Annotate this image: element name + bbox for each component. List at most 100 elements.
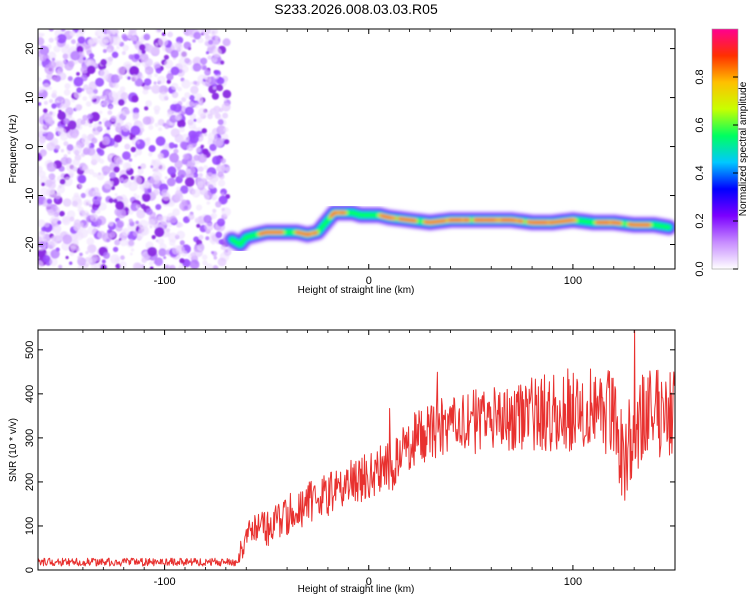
noise-speckle — [139, 127, 145, 133]
noise-speckle — [218, 179, 226, 187]
noise-speckle — [152, 168, 156, 172]
noise-speckle — [85, 251, 89, 255]
noise-speckle — [208, 29, 218, 36]
noise-speckle — [205, 236, 210, 241]
noise-speckle — [108, 91, 118, 101]
noise-speckle — [198, 173, 203, 178]
noise-speckle — [91, 153, 101, 163]
noise-speckle — [157, 118, 165, 126]
y-tick-label: 0 — [24, 144, 36, 150]
noise-speckle — [60, 149, 65, 153]
noise-speckle — [207, 43, 218, 54]
noise-speckle — [125, 163, 131, 169]
noise-speckle — [73, 60, 78, 65]
noise-speckle — [220, 244, 226, 250]
noise-speckle — [169, 264, 176, 269]
noise-speckle — [155, 204, 162, 210]
noise-speckle — [155, 29, 162, 34]
noise-speckle — [216, 218, 226, 227]
noise-speckle — [217, 119, 224, 126]
noise-speckle — [110, 254, 120, 264]
noise-speckle — [119, 261, 127, 269]
noise-speckle — [113, 198, 118, 203]
noise-speckle — [103, 95, 108, 100]
noise-speckle — [88, 92, 97, 100]
noise-speckle — [170, 49, 179, 58]
ridge-peak-core — [526, 220, 550, 224]
noise-speckle — [141, 193, 151, 202]
noise-speckle — [184, 57, 191, 64]
noise-speckle — [201, 29, 211, 36]
noise-speckle — [53, 45, 61, 53]
noise-speckle — [86, 237, 95, 246]
noise-speckle — [74, 103, 82, 112]
noise-speckle — [77, 255, 82, 260]
noise-speckle — [158, 91, 169, 102]
noise-speckle — [158, 36, 169, 47]
noise-speckle — [157, 238, 165, 245]
noise-speckle — [147, 73, 153, 79]
y-tick-label: -20 — [24, 237, 36, 253]
noise-speckle — [179, 126, 185, 133]
noise-speckle — [193, 80, 198, 85]
noise-speckle — [62, 53, 69, 60]
figure-title: S233.2026.008.03.03.R05 — [274, 1, 438, 17]
snr-panel: -100 0 100 0 100 200 300 400 500 Height of strai… — [8, 329, 676, 595]
noise-speckle — [41, 182, 45, 187]
noise-speckle — [82, 147, 91, 156]
noise-speckle — [222, 112, 229, 119]
noise-speckle — [82, 57, 86, 61]
noise-speckle — [116, 45, 120, 50]
noise-speckle — [189, 94, 195, 101]
noise-speckle — [128, 158, 133, 162]
noise-speckle — [120, 92, 129, 100]
noise-speckle — [107, 48, 112, 53]
noise-speckle — [89, 53, 95, 59]
noise-speckle — [99, 102, 103, 107]
noise-speckle — [67, 120, 77, 130]
noise-speckle — [186, 144, 194, 152]
noise-speckle — [132, 40, 137, 45]
noise-speckle — [65, 157, 72, 164]
noise-speckle — [211, 92, 219, 100]
noise-speckle — [62, 59, 67, 64]
noise-speckle — [187, 213, 195, 220]
noise-speckle — [173, 144, 178, 148]
noise-speckle — [158, 127, 163, 132]
noise-speckle — [148, 124, 154, 130]
noise-speckle — [106, 29, 114, 36]
noise-speckle — [122, 151, 131, 160]
noise-speckle — [218, 195, 228, 205]
noise-speckle — [157, 75, 166, 85]
noise-speckle — [145, 100, 153, 107]
y-tick-label: 100 — [24, 517, 36, 535]
noise-speckle — [140, 163, 147, 170]
y-tick-label: 0 — [24, 567, 36, 573]
noise-speckle — [214, 137, 224, 148]
noise-speckle — [38, 77, 42, 82]
noise-speckle — [176, 230, 186, 240]
noise-speckle — [140, 203, 146, 209]
noise-speckle — [201, 128, 207, 134]
noise-speckle — [64, 61, 74, 71]
noise-speckle — [132, 262, 142, 269]
noise-speckle — [168, 232, 178, 243]
noise-speckle — [115, 118, 124, 127]
noise-speckle — [166, 73, 174, 81]
noise-speckle — [110, 115, 117, 123]
noise-speckle — [103, 252, 110, 259]
noise-speckle — [69, 261, 73, 265]
noise-speckle — [169, 200, 175, 205]
noise-speckle — [151, 235, 156, 240]
noise-speckle — [129, 65, 140, 76]
ridge-peak-core — [258, 231, 284, 236]
noise-speckle — [53, 224, 62, 233]
noise-speckle — [41, 153, 46, 157]
noise-speckle — [212, 197, 216, 201]
y-tick-label: -10 — [24, 188, 36, 204]
noise-speckle — [142, 88, 149, 95]
noise-speckle — [203, 76, 209, 81]
noise-speckle — [211, 251, 214, 254]
noise-speckle — [86, 39, 93, 46]
noise-speckle — [88, 123, 93, 128]
